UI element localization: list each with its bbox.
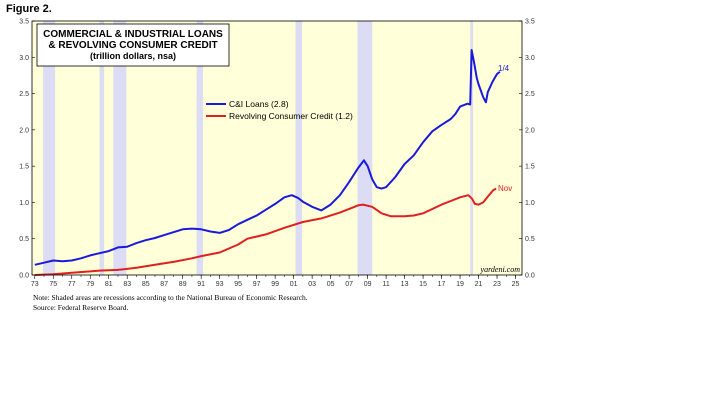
plot-frame — [31, 20, 523, 276]
series-line-ci-loans — [34, 49, 501, 266]
legend-label-rc: Revolving Consumer Credit (1.2) — [229, 111, 353, 121]
chart-title: COMMERCIAL & INDUSTRIAL LOANS — [43, 29, 223, 40]
recession-band-5 — [357, 21, 373, 275]
y-tick-label-left-5: 2.5 — [19, 91, 29, 98]
x-tick-label-9: 91 — [197, 281, 205, 288]
series-lines — [34, 49, 501, 276]
x-tick-label-4: 81 — [105, 281, 113, 288]
x-tick-label-1: 75 — [49, 281, 57, 288]
x-tick-label-22: 17 — [438, 281, 446, 288]
rc-end-label: Nov — [498, 184, 512, 193]
y-tick-label-right-0: 0.0 — [525, 273, 535, 280]
recession-band-1 — [99, 21, 105, 275]
axis-ticks: 0.0 0.0 0.5 0.5 1.0 1.0 1.5 1.5 2.0 2.0 2.5 2.5 3.0 3… — [19, 19, 535, 289]
chart-subtitle: (trillion dollars, nsa) — [90, 51, 176, 61]
x-tick-label-7: 87 — [160, 281, 168, 288]
x-tick-label-3: 79 — [86, 281, 94, 288]
x-tick-label-6: 85 — [142, 281, 150, 288]
ci-end-label: 1/4 — [498, 64, 510, 73]
x-tick-label-20: 13 — [401, 281, 409, 288]
y-tick-label-left-3: 1.5 — [19, 164, 29, 171]
title-box-border — [36, 23, 230, 67]
x-tick-label-21: 15 — [419, 281, 427, 288]
note-source: Source: Federal Reserve Board. — [33, 303, 129, 312]
y-tick-label-right-3: 1.5 — [525, 164, 535, 171]
y-tick-label-right-1: 0.5 — [525, 236, 535, 243]
x-tick-label-17: 07 — [345, 281, 353, 288]
y-tick-label-left-7: 3.5 — [19, 19, 29, 26]
x-tick-label-23: 19 — [456, 281, 464, 288]
x-tick-label-10: 93 — [216, 281, 224, 288]
recession-band-2 — [113, 21, 127, 275]
x-tick-label-15: 03 — [308, 281, 316, 288]
recession-bands — [43, 21, 473, 275]
legend-label-ci: C&I Loans (2.8) — [229, 99, 289, 109]
chart-title-line2: & REVOLVING CONSUMER CREDIT — [48, 40, 217, 51]
y-tick-label-left-1: 0.5 — [19, 236, 29, 243]
x-tick-label-13: 99 — [271, 281, 279, 288]
x-tick-label-8: 89 — [179, 281, 187, 288]
x-tick-label-16: 05 — [327, 281, 335, 288]
x-tick-label-12: 97 — [253, 281, 261, 288]
x-tick-label-18: 09 — [364, 281, 372, 288]
figure-label: Figure 2. — [6, 3, 52, 15]
x-tick-label-0: 73 — [31, 281, 39, 288]
y-tick-label-right-5: 2.5 — [525, 91, 535, 98]
title-box: COMMERCIAL & INDUSTRIAL LOANS & REVOLVIN… — [36, 23, 230, 67]
legend: C&I Loans (2.8) Revolving Consumer Credi… — [206, 99, 353, 121]
x-tick-label-19: 11 — [382, 281, 389, 288]
recession-band-4 — [295, 21, 302, 275]
y-tick-label-right-7: 3.5 — [525, 19, 535, 26]
y-tick-label-left-6: 3.0 — [19, 55, 29, 62]
y-tick-label-left-4: 2.0 — [19, 127, 29, 134]
recession-band-6 — [470, 21, 473, 275]
recession-band-0 — [43, 21, 56, 275]
y-tick-label-right-6: 3.0 — [525, 55, 535, 62]
recession-band-3 — [196, 21, 204, 275]
x-tick-label-2: 77 — [68, 281, 76, 288]
y-tick-label-left-2: 1.0 — [19, 200, 29, 207]
x-tick-label-11: 95 — [234, 281, 242, 288]
x-tick-label-14: 01 — [290, 281, 298, 288]
y-tick-label-right-4: 2.0 — [525, 127, 535, 134]
watermark: yardeni.com — [480, 265, 521, 274]
notes: Note: Shaded areas are recessions accord… — [33, 293, 308, 313]
x-tick-label-24: 21 — [475, 281, 483, 288]
series-line-revolving-credit — [34, 187, 497, 276]
note-recessions: Note: Shaded areas are recessions accord… — [33, 293, 308, 302]
x-tick-label-26: 25 — [512, 281, 520, 288]
y-tick-label-right-2: 1.0 — [525, 200, 535, 207]
y-tick-label-left-0: 0.0 — [19, 273, 29, 280]
x-tick-label-25: 23 — [493, 281, 501, 288]
x-tick-label-5: 83 — [123, 281, 131, 288]
